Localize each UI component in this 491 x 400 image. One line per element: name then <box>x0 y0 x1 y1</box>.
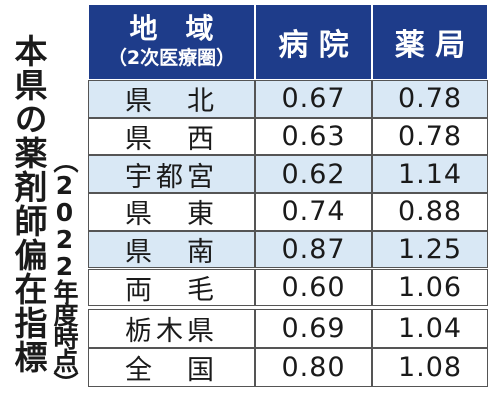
cell-hospital: 0.62 <box>255 155 372 194</box>
cell-hospital: 0.80 <box>255 348 372 388</box>
cell-pharmacy: 0.78 <box>372 117 488 156</box>
header-pharmacy: 薬 局 <box>372 4 488 80</box>
cell-region: 県 南 <box>88 230 255 269</box>
cell-hospital: 0.67 <box>255 80 372 118</box>
header-hospital: 病 院 <box>255 4 372 80</box>
cell-hospital: 0.69 <box>255 309 372 349</box>
cell-hospital: 0.63 <box>255 117 372 156</box>
cell-region: 県 東 <box>88 193 255 231</box>
title: 本県の薬剤師偏在指標 <box>9 34 48 374</box>
cell-region: 両 毛 <box>88 268 255 307</box>
header-text: 地 域 <box>129 12 214 45</box>
cell-pharmacy: 1.06 <box>372 268 488 307</box>
cell-region: 栃木県 <box>88 309 255 349</box>
table: 地 域 （2次医療圏） 病 院 薬 局 県 北 0.67 0.78 県 西 0.63 0.… <box>88 4 488 394</box>
cell-region: 県 北 <box>88 80 255 118</box>
cell-pharmacy: 0.88 <box>372 193 488 231</box>
cell-region: 全 国 <box>88 348 255 388</box>
cell-region: 宇都宮 <box>88 155 255 194</box>
cell-hospital: 0.74 <box>255 193 372 231</box>
header-note: （2次医療圏） <box>107 47 236 69</box>
cell-pharmacy: 0.78 <box>372 80 488 118</box>
subtitle: （2022年度時点） <box>50 148 79 394</box>
cell-pharmacy: 1.08 <box>372 348 488 388</box>
cell-pharmacy: 1.04 <box>372 309 488 349</box>
header-region: 地 域 （2次医療圏） <box>88 4 255 80</box>
cell-pharmacy: 1.14 <box>372 155 488 194</box>
cell-hospital: 0.60 <box>255 268 372 307</box>
cell-region: 県 西 <box>88 117 255 156</box>
cell-pharmacy: 1.25 <box>372 230 488 269</box>
cell-hospital: 0.87 <box>255 230 372 269</box>
